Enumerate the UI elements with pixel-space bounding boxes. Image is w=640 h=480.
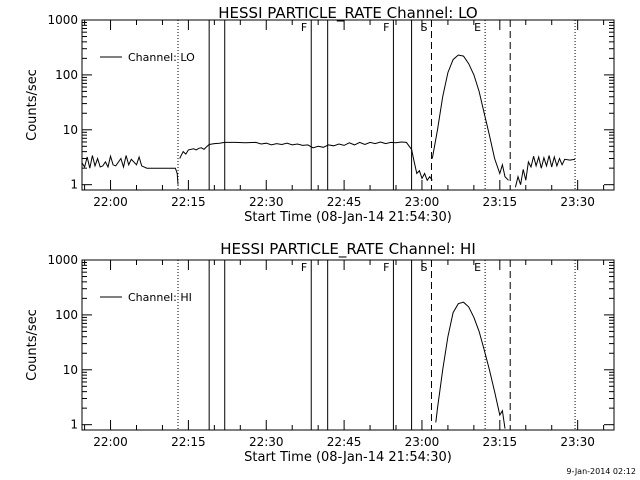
plot-frame	[81, 19, 615, 191]
x-tick-label: 22:30	[249, 435, 284, 449]
y-tick-label: 10	[63, 363, 78, 377]
x-tick-label: 22:00	[93, 435, 128, 449]
event-marker-label: E	[474, 21, 481, 34]
y-axis-label: Counts/sec	[25, 309, 40, 381]
event-marker-label: F	[383, 261, 389, 274]
y-tick-label: 10	[63, 123, 78, 137]
event-marker-label: E	[474, 261, 481, 274]
x-tick-label: 22:30	[249, 195, 284, 209]
legend-label: Channel: LO	[128, 51, 195, 64]
series-line	[179, 141, 433, 182]
series-line	[435, 301, 506, 429]
x-tick-label: 23:00	[405, 435, 440, 449]
y-tick-label: 1	[70, 178, 78, 192]
x-tick-label: 23:15	[483, 195, 518, 209]
y-tick-label: 100	[55, 68, 78, 82]
series-line	[431, 54, 509, 181]
y-tick-label: 100	[55, 308, 78, 322]
x-tick-label: 23:00	[405, 195, 440, 209]
x-axis-label-hi: Start Time (08-Jan-14 21:54:30)	[244, 450, 452, 465]
timestamp-stamp: 9-Jan-2014 02:12	[566, 467, 636, 476]
x-tick-label: 23:15	[483, 435, 518, 449]
x-axis-label-lo: Start Time (08-Jan-14 21:54:30)	[244, 210, 452, 225]
series-line	[514, 155, 576, 188]
chart-hi: 1 10 100 1000 Counts/sec 22:00 22:15 22:30 22:45…	[25, 253, 615, 449]
series-line	[81, 154, 179, 185]
x-tick-label: 23:30	[560, 195, 595, 209]
y-tick-label: 1	[70, 418, 78, 432]
event-marker-label: F	[301, 21, 307, 34]
event-marker-label: S	[420, 21, 427, 34]
x-tick-label: 23:30	[560, 435, 595, 449]
x-tick-label: 22:15	[171, 435, 206, 449]
plot-frame	[81, 259, 615, 431]
y-tick-label: 1000	[47, 253, 78, 267]
chart-title-hi: HESSI PARTICLE_RATE Channel: HI	[220, 240, 476, 258]
event-marker-label: S	[420, 261, 427, 274]
event-marker-label: F	[383, 21, 389, 34]
x-tick-label: 22:45	[327, 195, 362, 209]
x-tick-label: 22:00	[93, 195, 128, 209]
y-axis-label: Counts/sec	[25, 69, 40, 141]
y-tick-label: 1000	[47, 13, 78, 27]
x-tick-label: 22:15	[171, 195, 206, 209]
chart-title-lo: HESSI PARTICLE_RATE Channel: LO	[218, 4, 478, 22]
legend-label: Channel: HI	[128, 291, 192, 304]
x-tick-label: 22:45	[327, 435, 362, 449]
event-marker-label: F	[301, 261, 307, 274]
chart-lo: 1 10 100 1000 Counts/sec 22:00 22:15 22:30 22:45…	[25, 13, 615, 209]
